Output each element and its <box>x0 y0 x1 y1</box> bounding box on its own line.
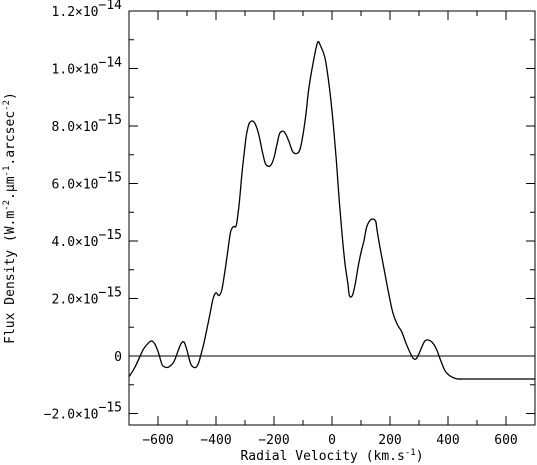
y-tick-label: −2.0×10−15 <box>44 401 122 423</box>
y-tick-labels: −2.0×10−15 0 2.0×10−15 4.0×10−15 6.0×10−15 8.… <box>44 0 122 423</box>
x-tick-label: 600 <box>494 433 517 448</box>
x-tick-label: 400 <box>436 433 459 448</box>
x-tick-labels: −600 −400 −200 0 200 400 600 <box>142 433 517 448</box>
x-tick-label: −200 <box>258 433 289 448</box>
y-tick-label: 2.0×10−15 <box>52 286 122 308</box>
y-tick-label: 0 <box>114 350 122 365</box>
y-axis-label: Flux Density (W.m-2.μm-1.arcsec-2) <box>2 92 18 344</box>
y-tick-label: 8.0×10−15 <box>52 113 122 135</box>
y-tick-label: 6.0×10−15 <box>52 171 122 193</box>
y-tick-label: 4.0×10−15 <box>52 228 122 250</box>
y-tick-label: 1.0×10−14 <box>52 56 123 78</box>
x-tick-label: −600 <box>142 433 173 448</box>
x-tick-label: −400 <box>200 433 231 448</box>
series-line <box>128 40 535 380</box>
axis-ticks <box>128 10 536 425</box>
x-tick-label: 0 <box>328 433 336 448</box>
x-axis-label: Radial Velocity (km.s-1) <box>240 448 423 464</box>
x-tick-label: 200 <box>378 433 401 448</box>
y-tick-label: 1.2×10−14 <box>52 0 123 20</box>
